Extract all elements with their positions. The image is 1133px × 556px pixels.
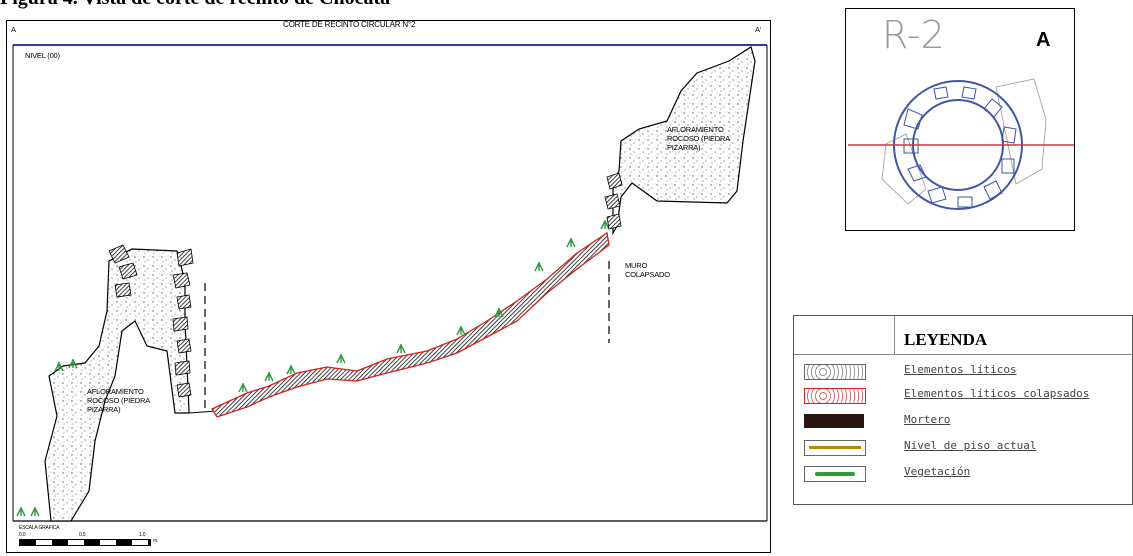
scale-tick-0: 0.0 bbox=[19, 532, 26, 538]
section-drawing-frame: A A' CORTE DE RECINTO CIRCULAR N°2 NIVEL… bbox=[6, 20, 771, 553]
plan-ring-stones bbox=[903, 86, 1017, 208]
vegetation-marks bbox=[16, 220, 610, 517]
collapsed-stones-slope bbox=[211, 231, 610, 418]
legend-title: LEYENDA bbox=[904, 330, 988, 349]
collapsed-wall-label: MURO COLAPSADO bbox=[625, 261, 670, 279]
outcrop-left-label: AFLORAMIENTO ROCOSO (PIEDRA PIZARRA) bbox=[87, 387, 151, 414]
plan-side-stones bbox=[995, 78, 1047, 185]
legend-label-stones: Elementos líticos bbox=[904, 363, 1017, 376]
point-a-label: A bbox=[11, 25, 16, 34]
legend-swatch-collapsed bbox=[804, 388, 866, 404]
right-rock-outcrop bbox=[612, 46, 756, 236]
figure-caption: Figura 4. Vista de corte de recinto de C… bbox=[0, 0, 740, 9]
outcrop-right-label: AFLORAMIENTO ROCOSO (PIEDRA PIZARRA) bbox=[667, 125, 731, 152]
section-title: CORTE DE RECINTO CIRCULAR N°2 bbox=[283, 20, 416, 29]
north-arrow-icon: A bbox=[1036, 29, 1051, 51]
legend-divider bbox=[794, 354, 1133, 355]
level-label: NIVEL (00) bbox=[25, 51, 60, 60]
plan-drawing bbox=[848, 78, 1074, 210]
graphic-scale: ESCALA GRAFICA 0.0 0.5 1.0 m. bbox=[19, 524, 189, 552]
point-a-prime-label: A' bbox=[755, 25, 762, 34]
legend-swatch-stones bbox=[804, 364, 866, 380]
right-wall-stones bbox=[604, 172, 623, 230]
plan-label: R-2 bbox=[882, 13, 945, 57]
legend-swatch-mortar bbox=[804, 414, 864, 428]
legend-label-mortar: Mortero bbox=[904, 413, 951, 426]
legend-swatch-vegetation bbox=[804, 466, 866, 482]
scale-title: ESCALA GRAFICA bbox=[19, 525, 60, 531]
section-drawing bbox=[12, 44, 768, 522]
legend-label-collapsed: Elementos líticos colapsados bbox=[904, 387, 1090, 400]
left-wall-base bbox=[188, 410, 218, 414]
scale-tick-1: 0.5 bbox=[79, 532, 86, 538]
left-wall-stones bbox=[108, 244, 194, 398]
scale-bar bbox=[19, 539, 151, 546]
plan-side-stones-left bbox=[881, 133, 927, 205]
legend-label-floor: Nivel de piso actual bbox=[904, 439, 1037, 452]
scale-unit: m. bbox=[153, 538, 159, 544]
plan-view-r2: R-2 A bbox=[845, 8, 1075, 231]
legend-box: LEYENDA Elementos líticos Elementos líti… bbox=[793, 315, 1133, 505]
scale-tick-2: 1.0 bbox=[139, 532, 146, 538]
legend-label-vegetation: Vegetación bbox=[904, 465, 971, 478]
legend-swatch-floor bbox=[804, 440, 866, 456]
legend-title-divider bbox=[894, 316, 895, 354]
